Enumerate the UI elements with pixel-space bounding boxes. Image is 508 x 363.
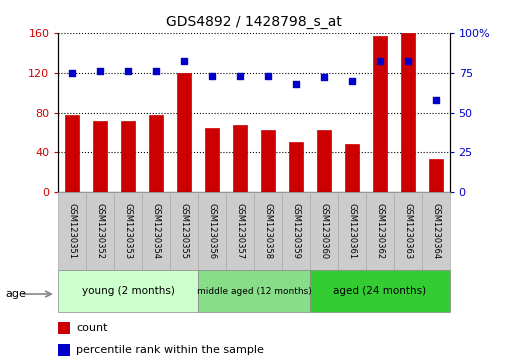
Bar: [114, 192, 142, 270]
Text: count: count: [76, 323, 108, 333]
Bar: [66, 115, 79, 192]
Bar: [198, 270, 310, 312]
Point: [431, 97, 439, 103]
Text: GSM1230364: GSM1230364: [431, 203, 440, 260]
Text: middle aged (12 months): middle aged (12 months): [197, 287, 311, 296]
Point: [347, 78, 356, 83]
Point: [236, 73, 244, 79]
Text: aged (24 months): aged (24 months): [333, 286, 426, 296]
Bar: [373, 36, 387, 192]
Text: GSM1230361: GSM1230361: [347, 203, 356, 260]
Bar: [401, 33, 415, 192]
Point: [152, 68, 160, 74]
Point: [180, 58, 188, 64]
Bar: [429, 159, 442, 192]
Bar: [261, 131, 275, 192]
Bar: [149, 115, 163, 192]
Point: [68, 70, 76, 76]
Bar: [310, 270, 450, 312]
Bar: [58, 270, 198, 312]
Bar: [254, 192, 282, 270]
Text: GSM1230362: GSM1230362: [375, 203, 384, 260]
Point: [264, 73, 272, 79]
Bar: [233, 125, 247, 192]
Point: [375, 58, 384, 64]
Point: [96, 68, 104, 74]
Point: [292, 81, 300, 87]
Bar: [205, 127, 219, 192]
Bar: [317, 131, 331, 192]
Text: GDS4892 / 1428798_s_at: GDS4892 / 1428798_s_at: [166, 15, 342, 29]
Point: [320, 74, 328, 80]
Bar: [394, 192, 422, 270]
Bar: [282, 192, 310, 270]
Text: GSM1230359: GSM1230359: [292, 203, 300, 260]
Text: GSM1230358: GSM1230358: [264, 203, 272, 260]
Text: GSM1230363: GSM1230363: [403, 203, 412, 260]
Text: GSM1230351: GSM1230351: [68, 203, 77, 260]
Text: GSM1230357: GSM1230357: [236, 203, 244, 260]
Bar: [58, 192, 86, 270]
Point: [403, 58, 411, 64]
Text: GSM1230355: GSM1230355: [180, 203, 188, 260]
Bar: [58, 322, 70, 334]
Bar: [310, 192, 338, 270]
Bar: [142, 192, 170, 270]
Bar: [289, 143, 303, 192]
Text: GSM1230360: GSM1230360: [320, 203, 328, 260]
Bar: [86, 192, 114, 270]
Text: GSM1230354: GSM1230354: [152, 203, 161, 260]
Point: [208, 73, 216, 79]
Bar: [93, 121, 107, 192]
Text: GSM1230356: GSM1230356: [208, 203, 216, 260]
Bar: [338, 192, 366, 270]
Bar: [422, 192, 450, 270]
Bar: [58, 344, 70, 356]
Bar: [121, 121, 135, 192]
Bar: [226, 192, 254, 270]
Bar: [366, 192, 394, 270]
Bar: [177, 73, 191, 192]
Text: GSM1230352: GSM1230352: [96, 203, 105, 260]
Text: GSM1230353: GSM1230353: [124, 203, 133, 260]
Point: [124, 68, 132, 74]
Text: age: age: [5, 289, 26, 299]
Text: percentile rank within the sample: percentile rank within the sample: [76, 345, 264, 355]
Bar: [198, 192, 226, 270]
Text: young (2 months): young (2 months): [82, 286, 175, 296]
Bar: [345, 144, 359, 192]
Bar: [170, 192, 198, 270]
